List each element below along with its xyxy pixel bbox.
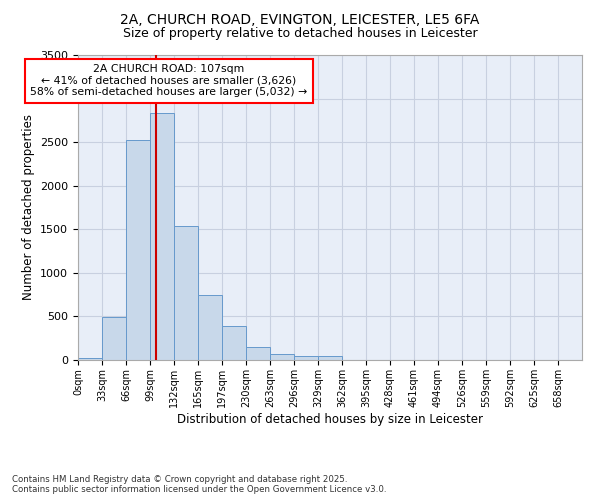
Bar <box>198 294 222 360</box>
Bar <box>126 140 150 360</box>
Text: 2A CHURCH ROAD: 107sqm
← 41% of detached houses are smaller (3,626)
58% of semi-: 2A CHURCH ROAD: 107sqm ← 41% of detached… <box>30 64 307 98</box>
Y-axis label: Number of detached properties: Number of detached properties <box>22 114 35 300</box>
Bar <box>222 326 246 360</box>
Bar <box>246 348 270 360</box>
Bar <box>270 354 294 360</box>
X-axis label: Distribution of detached houses by size in Leicester: Distribution of detached houses by size … <box>177 412 483 426</box>
Text: 2A, CHURCH ROAD, EVINGTON, LEICESTER, LE5 6FA: 2A, CHURCH ROAD, EVINGTON, LEICESTER, LE… <box>121 12 479 26</box>
Bar <box>294 356 318 360</box>
Bar <box>102 318 126 360</box>
Bar <box>150 112 174 360</box>
Bar <box>174 226 198 360</box>
Bar <box>78 358 102 360</box>
Text: Contains HM Land Registry data © Crown copyright and database right 2025.
Contai: Contains HM Land Registry data © Crown c… <box>12 474 386 494</box>
Text: Size of property relative to detached houses in Leicester: Size of property relative to detached ho… <box>122 28 478 40</box>
Bar <box>318 356 342 360</box>
